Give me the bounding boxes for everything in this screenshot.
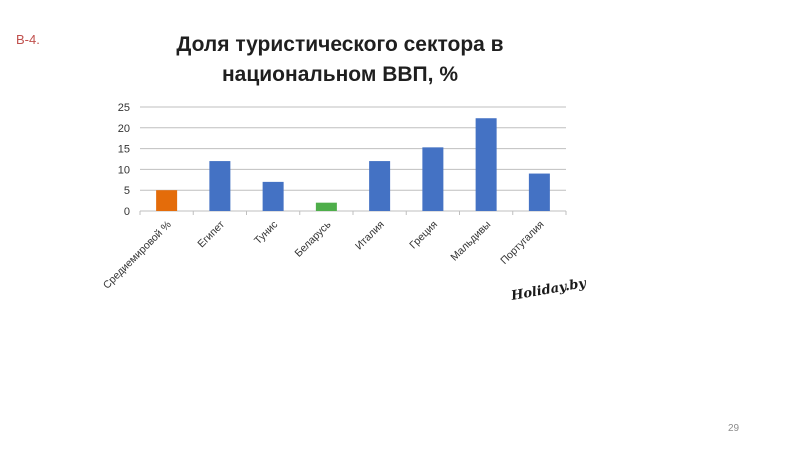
gridlines [139, 106, 567, 215]
chart-title: Доля туристического сектора в национальн… [110, 30, 570, 90]
chart-title-line-1: Доля туристического сектора в [176, 33, 504, 56]
y-axis-ticks: 0 5 10 15 20 25 [118, 102, 130, 218]
x-category-label: Греция [407, 219, 440, 252]
bar [422, 147, 444, 211]
x-category-label: Португалия [498, 219, 546, 267]
page-number: 29 [728, 423, 740, 434]
y-tick-label: 5 [124, 185, 130, 197]
bar [209, 161, 231, 211]
bar [528, 173, 550, 211]
bar [369, 161, 391, 211]
x-category-label: Египет [195, 219, 227, 251]
x-category-label: Италия [353, 219, 387, 253]
y-tick-label: 0 [124, 206, 130, 218]
bar [315, 202, 337, 211]
x-category-label: Тунис [252, 219, 280, 247]
bars [156, 118, 550, 211]
x-category-label: Беларусь [293, 218, 334, 259]
y-tick-label: 15 [118, 144, 130, 156]
y-tick-label: 20 [118, 123, 130, 135]
x-category-label: Мальдивы [448, 219, 493, 264]
x-category-label: Средиемировой % [101, 219, 174, 292]
bar [156, 190, 178, 211]
y-tick-label: 25 [118, 102, 130, 114]
x-axis-categories: Средиемировой % Египет Тунис Беларусь Италия… [101, 218, 547, 291]
holiday-logo: Holiday.by [509, 276, 588, 304]
chart-title-line-2: национальном ВВП, % [222, 63, 458, 86]
bar [475, 118, 497, 211]
bar [262, 181, 284, 211]
y-tick-label: 10 [118, 164, 130, 176]
slide-tag: В-4. [16, 32, 40, 47]
